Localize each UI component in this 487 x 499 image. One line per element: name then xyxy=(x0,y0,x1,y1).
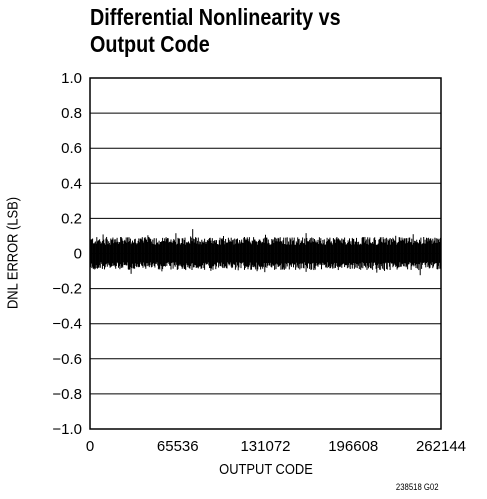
y-tick-label: 0 xyxy=(74,246,82,263)
plot-frame xyxy=(89,77,442,430)
dnl-series xyxy=(90,229,441,276)
y-tick-label: −0.8 xyxy=(52,386,82,403)
y-tick-label: −0.6 xyxy=(52,351,82,368)
x-tick-label: 65536 xyxy=(157,438,199,455)
x-tick-label: 131072 xyxy=(240,438,290,455)
y-tick-label: 1.0 xyxy=(61,70,82,87)
y-tick-label: 0.8 xyxy=(61,105,82,122)
y-tick-label: 0.4 xyxy=(61,175,82,192)
figure-number: 238518 G02 xyxy=(396,482,439,492)
chart-title: Differential Nonlinearity vs Output Code xyxy=(90,4,341,58)
x-tick-label: 0 xyxy=(86,438,94,455)
x-axis-label: OUTPUT CODE xyxy=(219,461,313,478)
chart-title-line-2: Output Code xyxy=(90,31,210,57)
y-tick-label: −1.0 xyxy=(52,421,82,438)
y-tick-label: 0.6 xyxy=(61,140,82,157)
x-tick-label: 262144 xyxy=(416,438,466,455)
chart-title-line-1: Differential Nonlinearity vs xyxy=(90,4,341,30)
y-tick-label: −0.2 xyxy=(52,281,82,298)
y-tick-label: 0.2 xyxy=(61,210,82,227)
x-tick-label: 196608 xyxy=(328,438,378,455)
y-tick-label: −0.4 xyxy=(52,316,82,333)
